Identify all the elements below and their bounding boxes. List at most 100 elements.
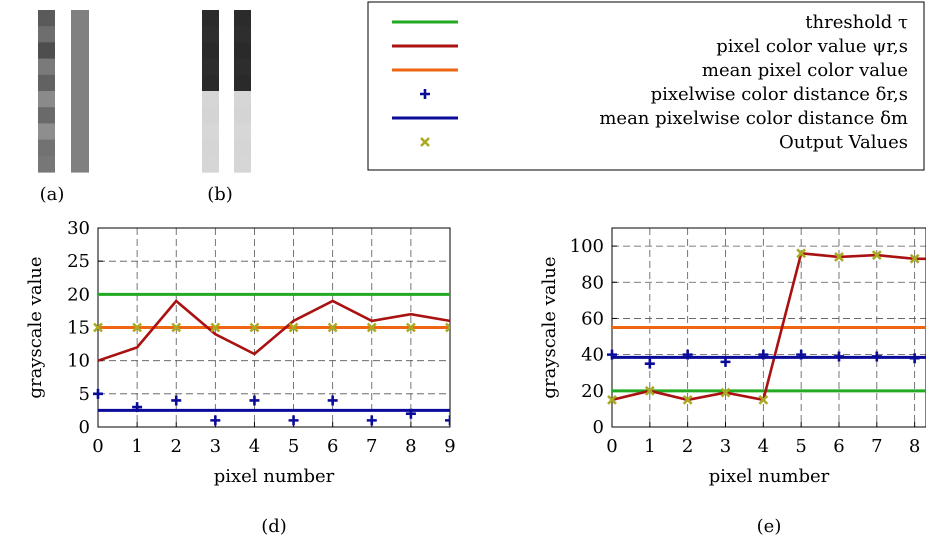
output-marker (644, 385, 655, 396)
x-tick-label: 6 (327, 436, 338, 457)
legend-label: mean pixel color value (702, 60, 908, 81)
distance-marker (758, 349, 769, 360)
legend-swatch-plus (420, 89, 430, 99)
output-marker (132, 322, 143, 333)
swatch-b-left-cell (202, 74, 219, 92)
output-marker (720, 387, 731, 398)
distance-marker (327, 395, 338, 406)
swatch-b-right-cell (234, 74, 251, 92)
swatch-a-right-cell (71, 10, 89, 27)
plot-area (607, 248, 926, 405)
swatch-b-right-cell (234, 58, 251, 76)
x-tick-label: 8 (909, 436, 920, 457)
distance-marker (796, 349, 807, 360)
y-tick-label: 100 (570, 236, 604, 257)
swatch-b-right-cell (234, 107, 251, 124)
x-tick-label: 3 (210, 436, 221, 457)
output-marker (871, 250, 882, 261)
output-marker (758, 394, 769, 405)
legend-label: pixelwise color distance δr,s (651, 84, 908, 105)
y-tick-label: 25 (67, 251, 90, 272)
x-tick-label: 3 (720, 436, 731, 457)
swatch-a-left-cell (38, 139, 55, 157)
chart-d: 0 1 2 3 4 5 6 7 8 9 0 5 10 15 20 25 30 pixel number graysc… (25, 218, 456, 487)
x-tick-label: 7 (871, 436, 882, 457)
y-tick-label: 15 (67, 318, 90, 339)
distance-marker (445, 415, 450, 426)
x-tick-label: 0 (606, 436, 617, 457)
x-tick-label: 2 (682, 436, 693, 457)
swatch-a-left-cell (38, 155, 55, 173)
swatch-b-left-cell (202, 107, 219, 124)
distance-marker (171, 395, 182, 406)
output-marker (909, 253, 920, 264)
swatch-b-right-cell (234, 155, 251, 173)
panel-b-swatches (202, 10, 251, 173)
legend-label: pixel color value ψr,s (716, 36, 908, 57)
swatch-b-right-cell (234, 42, 251, 60)
output-marker (796, 248, 807, 259)
x-tick-label: 0 (92, 436, 103, 457)
output-marker (834, 252, 844, 262)
swatch-a-left-cell (38, 42, 55, 60)
x-tick-label: 1 (644, 436, 655, 457)
swatch-b-right-cell (234, 123, 251, 141)
legend-label: threshold τ (805, 12, 908, 33)
swatch-b-right-cell (234, 26, 251, 43)
swatch-b-right-cell (234, 91, 251, 108)
distance-marker (288, 415, 299, 426)
swatch-b-right-cell (234, 139, 251, 157)
swatch-b-left-cell (202, 58, 219, 76)
legend-label: Output Values (779, 132, 908, 153)
output-marker (288, 322, 299, 333)
distance-marker (644, 358, 655, 369)
swatch-a-left-cell (38, 74, 55, 92)
swatch-b-left-cell (202, 123, 219, 141)
output-marker (171, 322, 182, 333)
panel-a-caption: (a) (40, 184, 65, 205)
distance-marker (366, 415, 377, 426)
y-tick-label: 0 (593, 417, 604, 438)
output-marker (210, 322, 221, 333)
distance-marker (93, 388, 103, 399)
distance-marker (132, 402, 143, 413)
plot-area (93, 292, 450, 426)
y-tick-label: 20 (67, 284, 90, 305)
y-tick-label: 10 (67, 351, 90, 372)
legend-frame (367, 1, 925, 171)
x-tick-label: 5 (288, 436, 299, 457)
panel-a-swatches (38, 10, 89, 173)
distance-marker (249, 395, 260, 406)
swatch-b-right-cell (234, 10, 251, 27)
x-tick-label: 9 (444, 436, 455, 457)
swatch-b-left-cell (202, 10, 219, 27)
swatch-b-left-cell (202, 155, 219, 173)
x-axis-label: pixel number (214, 466, 335, 487)
swatch-a-right-cell (71, 74, 89, 92)
y-axis-label: grayscale value (539, 256, 560, 398)
swatch-b-left-cell (202, 91, 219, 108)
y-tick-label: 40 (581, 345, 604, 366)
y-tick-label: 5 (79, 384, 90, 405)
legend-label: mean pixelwise color distance δm (599, 108, 908, 129)
distance-marker (405, 408, 416, 419)
swatch-a-right-cell (71, 26, 89, 43)
swatch-a-left-cell (38, 91, 55, 108)
distance-marker (871, 351, 882, 362)
swatch-a-right-cell (71, 58, 89, 76)
x-tick-label: 4 (249, 436, 260, 457)
output-marker (249, 322, 260, 333)
swatch-b-left-cell (202, 139, 219, 157)
swatch-b-left-cell (202, 42, 219, 60)
swatch-a-right-cell (71, 91, 89, 108)
swatch-a-right-cell (71, 107, 89, 124)
y-tick-label: 20 (581, 381, 604, 402)
distance-marker (833, 351, 844, 362)
swatch-a-right-cell (71, 139, 89, 157)
x-tick-label: 5 (795, 436, 806, 457)
swatch-a-right-cell (71, 123, 89, 141)
swatch-b-left-cell (202, 26, 219, 43)
y-tick-label: 0 (79, 417, 90, 438)
